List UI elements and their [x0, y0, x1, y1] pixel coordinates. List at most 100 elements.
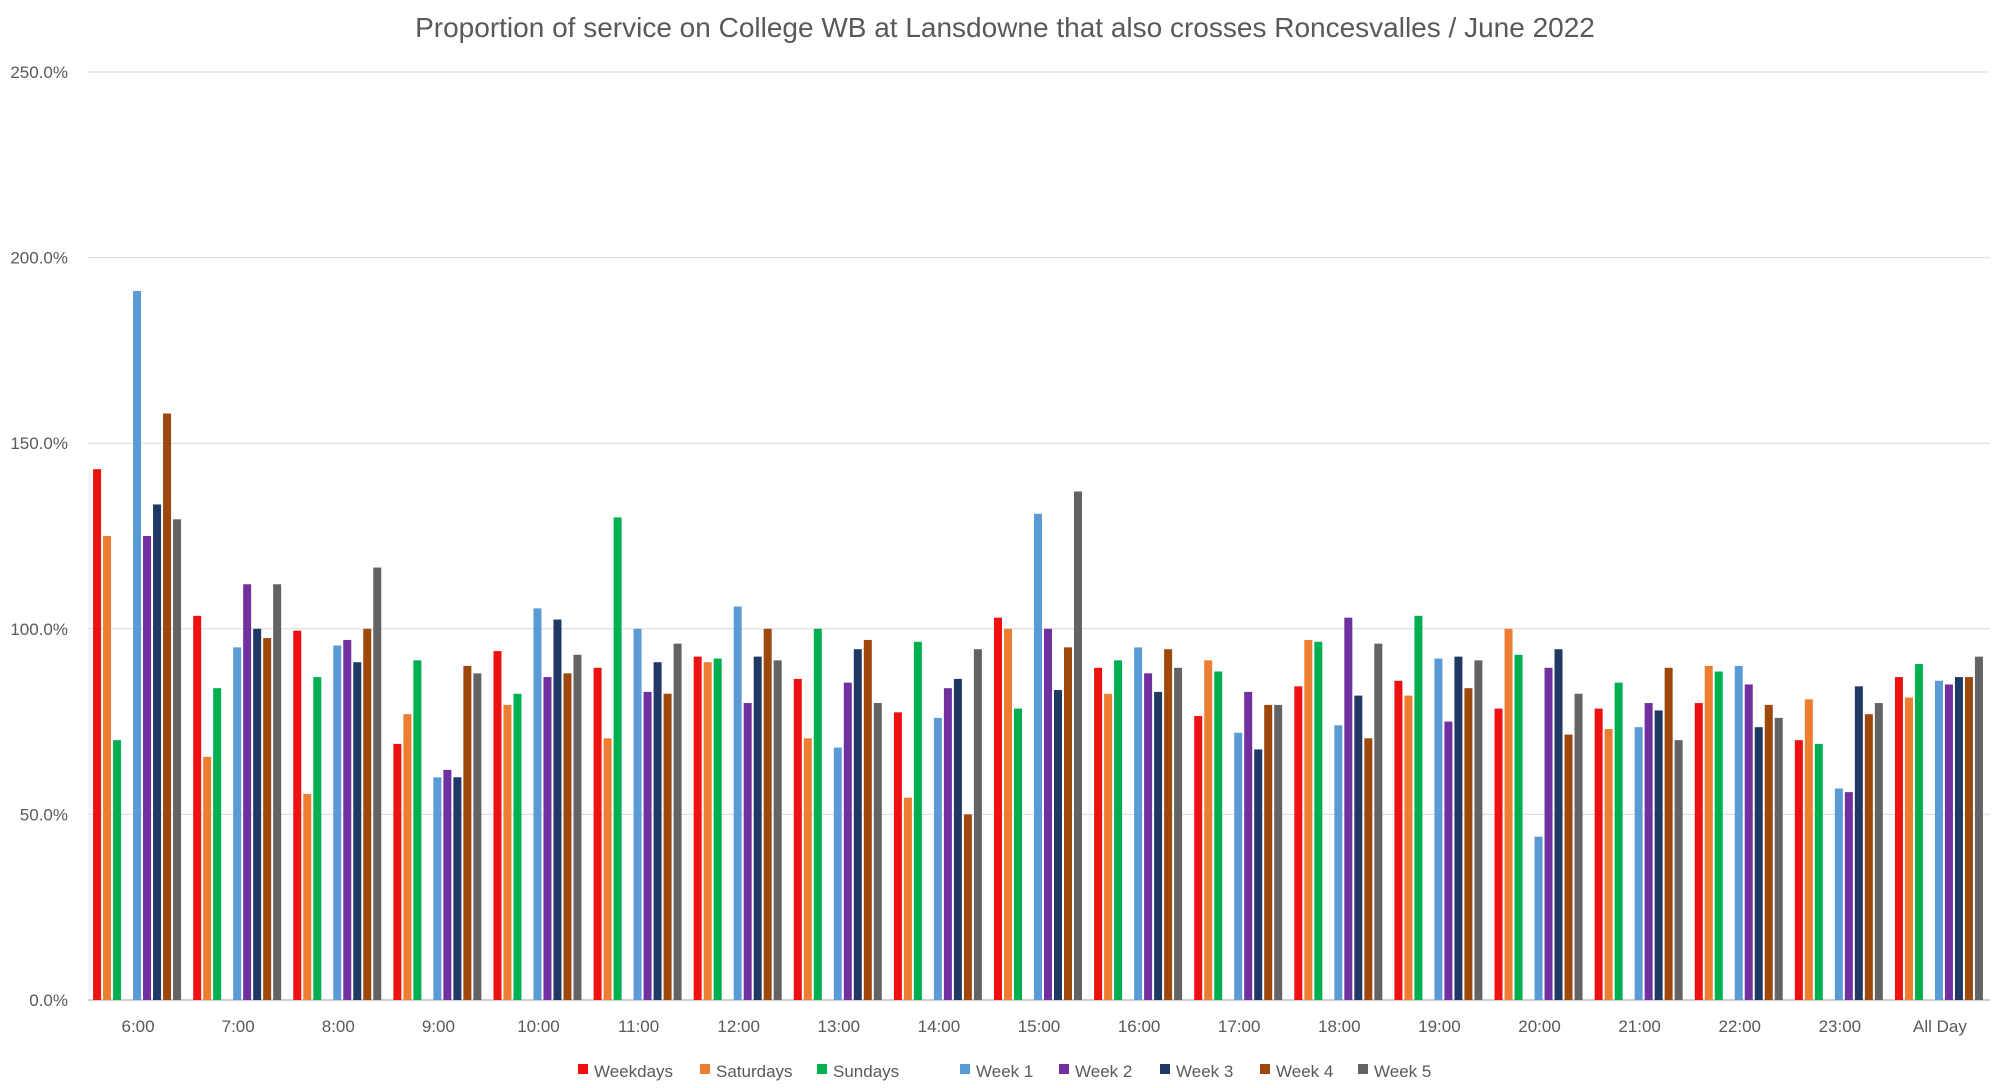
bar-week-5 [1774, 717, 1783, 1000]
legend-entry: Saturdays [716, 1062, 793, 1081]
x-tick-label: 10:00 [517, 1017, 560, 1036]
y-tick-label: 200.0% [10, 249, 68, 268]
bar-week-1 [233, 647, 242, 1000]
bar-sundays [313, 677, 322, 1000]
x-tick-label: 18:00 [1318, 1017, 1361, 1036]
legend-entry: Week 1 [976, 1062, 1033, 1081]
bar-weekdays [793, 678, 802, 1000]
bar-week-3 [753, 656, 762, 1000]
x-tick-label: 16:00 [1118, 1017, 1161, 1036]
bar-week-4 [663, 693, 672, 1000]
bar-week-1 [1334, 725, 1343, 1000]
y-tick-label: 50.0% [20, 805, 68, 824]
bar-week-2 [843, 682, 852, 1000]
bar-week-2 [743, 703, 752, 1000]
bar-week-4 [363, 628, 372, 1000]
legend-swatch [1358, 1064, 1368, 1074]
bar-week-5 [1574, 693, 1583, 1000]
bar-week-1 [1834, 788, 1843, 1000]
bar-week-1 [1034, 513, 1042, 1000]
bar-week-4 [1564, 734, 1573, 1000]
legend-entry: Sundays [833, 1062, 899, 1081]
bar-saturdays [1404, 695, 1413, 1000]
bar-week-4 [1764, 704, 1773, 1000]
bar-week-3 [1554, 649, 1563, 1000]
bar-saturdays [1204, 660, 1213, 1000]
bar-sundays [1314, 641, 1323, 1000]
bar-weekdays [1894, 677, 1903, 1000]
bar-saturdays [1704, 665, 1713, 1000]
bar-week-4 [963, 814, 972, 1000]
bar-week-4 [1164, 649, 1173, 1000]
bar-sundays [1614, 682, 1623, 1000]
bar-weekdays [93, 469, 102, 1000]
bar-week-1 [1234, 732, 1243, 1000]
bar-sundays [1714, 671, 1723, 1000]
bar-sundays [413, 660, 422, 1000]
x-axis-tick-labels: 6:00 7:00 8:00 9:00 10:00 11:00 12:00 13:00 14:0… [122, 1017, 1968, 1036]
bar-weekdays [1194, 716, 1203, 1000]
bar-week-4 [1964, 677, 1973, 1000]
bar-week-3 [853, 649, 862, 1000]
bar-sundays [1814, 743, 1823, 1000]
bar-week-2 [1044, 628, 1052, 1000]
bar-saturdays [303, 793, 312, 1000]
y-tick-label: 0.0% [29, 991, 68, 1010]
bar-sundays [1214, 671, 1223, 1000]
x-tick-label: 8:00 [322, 1017, 355, 1036]
bar-week-2 [1344, 617, 1353, 1000]
bar-week-3 [453, 777, 462, 1000]
bar-week-4 [863, 639, 872, 1000]
bar-week-5 [1974, 656, 1983, 1000]
bar-sundays [213, 688, 222, 1000]
bar-week-1 [1734, 665, 1743, 1000]
bar-week-2 [443, 769, 452, 1000]
x-tick-label: 22:00 [1718, 1017, 1761, 1036]
bar-weekdays [1394, 680, 1403, 1000]
bar-week-1 [733, 606, 742, 1000]
bar-week-2 [1444, 721, 1453, 1000]
bar-saturdays [1304, 639, 1313, 1000]
legend-entry: Week 3 [1176, 1062, 1233, 1081]
bar-week-3 [1654, 710, 1663, 1000]
bar-saturdays [1804, 699, 1813, 1000]
legend-entry: Week 2 [1075, 1062, 1132, 1081]
bar-week-1 [633, 628, 642, 1000]
bar-week-2 [243, 584, 252, 1000]
bar-saturdays [703, 662, 712, 1000]
bar-week-3 [353, 662, 362, 1000]
bar-week-4 [1664, 667, 1673, 1000]
bar-weekdays [693, 656, 702, 1000]
bar-week-5 [173, 519, 182, 1000]
y-tick-label: 250.0% [10, 63, 68, 82]
bar-week-2 [543, 677, 552, 1000]
x-tick-label: All Day [1913, 1017, 1967, 1036]
legend: Weekdays Saturdays Sundays Week 1 Week 2 Week… [578, 1062, 1431, 1081]
bar-week-5 [1174, 667, 1183, 1000]
bar-week-5 [373, 567, 382, 1000]
bar-week-1 [1534, 836, 1543, 1000]
bar-week-4 [463, 665, 472, 1000]
bar-week-3 [1754, 727, 1763, 1000]
bar-week-5 [873, 703, 882, 1000]
legend-swatch [578, 1064, 588, 1074]
bar-sundays [113, 740, 122, 1000]
bar-saturdays [203, 756, 212, 1000]
legend-entry: Week 5 [1374, 1062, 1431, 1081]
bar-saturdays [603, 738, 612, 1000]
bar-week-5 [1374, 643, 1383, 1000]
bar-week-1 [133, 291, 142, 1000]
bar-week-3 [1954, 677, 1963, 1000]
bar-week-4 [1364, 738, 1373, 1000]
bar-week-3 [1254, 749, 1263, 1000]
x-tick-label: 7:00 [222, 1017, 255, 1036]
bar-saturdays [803, 738, 812, 1000]
bar-week-1 [933, 717, 942, 1000]
bar-saturdays [1004, 628, 1012, 1000]
bar-week-5 [1474, 660, 1483, 1000]
bar-week-3 [953, 678, 962, 1000]
x-tick-label: 19:00 [1418, 1017, 1461, 1036]
bar-week-1 [1434, 658, 1443, 1000]
bar-sundays [813, 628, 822, 1000]
